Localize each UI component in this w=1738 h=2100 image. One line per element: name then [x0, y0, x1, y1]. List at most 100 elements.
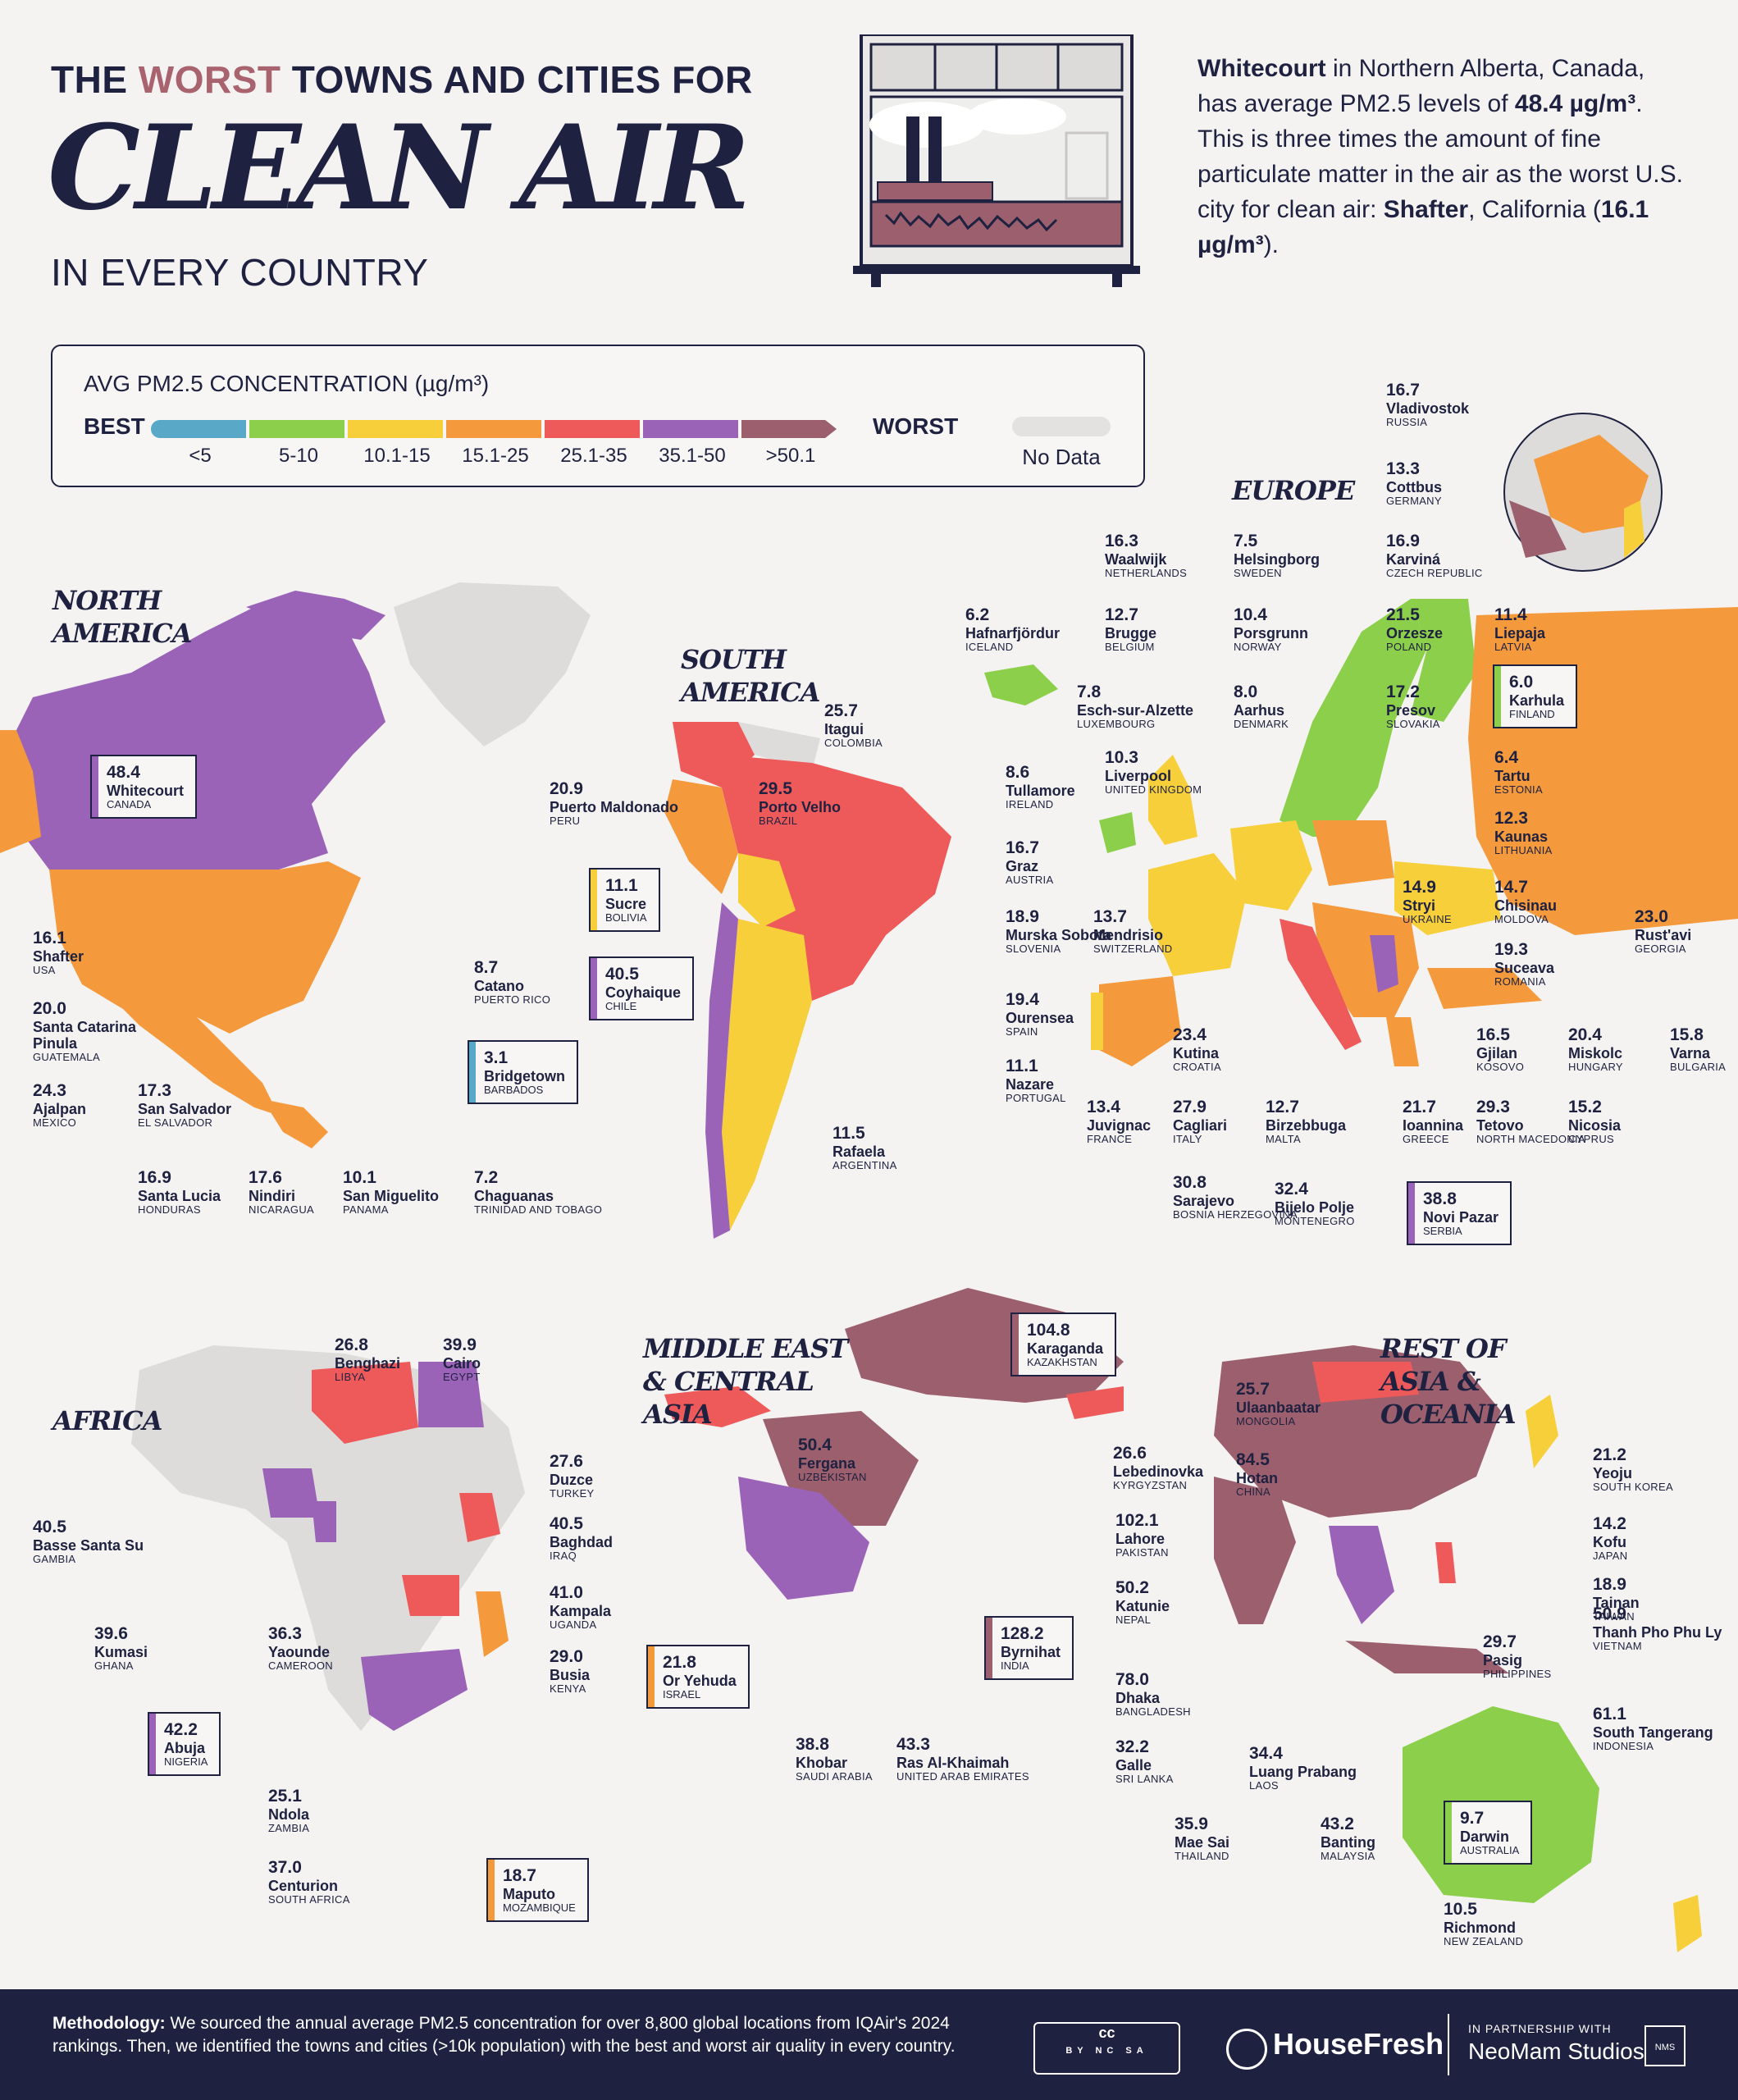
city-value: 8.6 — [1006, 763, 1030, 782]
city-name: Luang Prabang — [1249, 1763, 1357, 1780]
city-value: 25.7 — [824, 701, 858, 720]
city-label: 14.9 Stryi UKRAINE — [1403, 878, 1452, 925]
city-value: 8.7 — [474, 958, 499, 977]
city-value: 39.6 — [94, 1624, 128, 1643]
city-name: Busia — [550, 1666, 591, 1683]
city-name: Ndola — [268, 1806, 310, 1823]
city-name: Miskolc — [1568, 1044, 1623, 1061]
city-name: Tainan — [1593, 1594, 1640, 1611]
city-value: 104.8 — [1027, 1321, 1070, 1340]
city-country: CYPRUS — [1568, 1132, 1614, 1145]
city-name: Ioannina — [1403, 1116, 1464, 1134]
legend-label-1: 5-10 — [278, 445, 319, 467]
city-country: BULGARIA — [1670, 1060, 1727, 1073]
city-country: KYRGYZSTAN — [1113, 1478, 1188, 1491]
city-country: UNITED ARAB EMIRATES — [896, 1769, 1029, 1783]
city-label: 9.7 Darwin AUSTRALIA — [1444, 1801, 1533, 1865]
map-italy — [1280, 919, 1362, 1050]
city-country: JAPAN — [1593, 1549, 1628, 1562]
city-label: 25.7 Ulaanbaatar MONGOLIA — [1236, 1380, 1321, 1427]
city-name: Nazare — [1006, 1075, 1055, 1093]
city-value: 13.3 — [1386, 459, 1420, 478]
city-value: 16.1 — [33, 929, 66, 947]
city-label: 8.0 Aarhus DENMARK — [1234, 682, 1289, 730]
map-serbia — [1370, 935, 1398, 993]
city-label: 25.7 Itagui COLOMBIA — [824, 701, 883, 749]
city-country: ROMANIA — [1494, 975, 1546, 988]
city-value: 6.0 — [1509, 673, 1534, 692]
city-label: 48.4 Whitecourt CANADA — [90, 755, 197, 819]
city-name: Graz — [1006, 857, 1039, 874]
map-india — [1214, 1477, 1296, 1624]
legend-no-data: No Data — [1022, 445, 1101, 469]
city-value: 37.0 — [268, 1858, 302, 1877]
city-name: Kutina — [1173, 1044, 1219, 1061]
city-name: Basse Santa Su — [33, 1536, 144, 1554]
map-saudi — [738, 1477, 869, 1600]
city-value: 11.4 — [1494, 605, 1527, 624]
city-name: Thanh Pho Phu Ly — [1593, 1623, 1722, 1641]
map-new-zealand — [1673, 1895, 1702, 1952]
city-value: 12.7 — [1266, 1098, 1299, 1116]
city-country: UZBEKISTAN — [798, 1470, 867, 1483]
map-nigeria — [262, 1468, 320, 1518]
city-country: CANADA — [107, 797, 152, 810]
city-label: 23.4 Kutina CROATIA — [1173, 1025, 1221, 1073]
city-label: 12.7 Birzebbuga MALTA — [1266, 1098, 1346, 1145]
city-country: EGYPT — [443, 1370, 481, 1383]
city-country: TURKEY — [550, 1486, 595, 1500]
city-label: 15.8 Varna BULGARIA — [1670, 1025, 1726, 1073]
city-country: POLAND — [1386, 640, 1432, 653]
city-label: 43.2 Banting MALAYSIA — [1321, 1815, 1375, 1862]
city-name: Porsgrunn — [1234, 624, 1309, 641]
city-name: Abuja — [164, 1739, 206, 1756]
map-south-africa — [361, 1649, 468, 1731]
map-greenland — [394, 582, 591, 746]
city-value: 41.0 — [550, 1583, 583, 1602]
city-label: 27.9 Cagliari ITALY — [1173, 1098, 1227, 1145]
map-turkey — [664, 1386, 771, 1427]
city-value: 10.5 — [1444, 1900, 1477, 1919]
city-label: 16.9 Karviná CZECH REPUBLIC — [1386, 532, 1483, 579]
map-china — [1214, 1345, 1501, 1518]
city-label: 16.7 Graz AUSTRIA — [1006, 838, 1053, 886]
city-value: 12.7 — [1105, 605, 1138, 624]
city-country: HONDURAS — [138, 1203, 201, 1216]
city-label: 11.5 Rafaela ARGENTINA — [833, 1124, 897, 1171]
partner-label: IN PARTNERSHIP WITH — [1468, 2022, 1612, 2035]
city-value: 25.1 — [268, 1787, 302, 1806]
city-label: 50.2 Katunie NEPAL — [1115, 1578, 1170, 1626]
city-value: 11.5 — [833, 1124, 865, 1143]
city-value: 38.8 — [1423, 1189, 1457, 1208]
city-country: PERU — [550, 814, 581, 827]
city-label: 16.5 Gjilan KOSOVO — [1476, 1025, 1524, 1073]
city-color-bar — [92, 756, 98, 818]
city-value: 39.9 — [443, 1335, 477, 1354]
city-country: THAILAND — [1175, 1849, 1229, 1862]
city-name: Brugge — [1105, 624, 1156, 641]
city-label: 18.9 Murska Sobota SLOVENIA — [1006, 907, 1111, 955]
city-name: Esch-sur-Alzette — [1077, 701, 1194, 719]
city-label: 36.3 Yaounde CAMEROON — [268, 1624, 333, 1672]
city-value: 11.1 — [605, 876, 638, 895]
city-value: 34.4 — [1249, 1744, 1283, 1763]
city-value: 3.1 — [484, 1048, 509, 1067]
map-spain — [1099, 976, 1181, 1066]
city-name: Novi Pazar — [1423, 1208, 1499, 1226]
city-name: Hafnarfjördur — [965, 624, 1061, 641]
city-value: 29.5 — [759, 779, 792, 798]
city-value: 7.5 — [1234, 532, 1258, 550]
city-name: Kaunas — [1494, 828, 1549, 845]
region-middle-east: MIDDLE EAST & CENTRAL ASIA — [643, 1333, 848, 1430]
city-value: 26.8 — [335, 1335, 368, 1354]
city-name: Dhaka — [1115, 1689, 1161, 1706]
city-value: 18.7 — [503, 1866, 536, 1885]
city-label: 26.6 Lebedinovka KYRGYZSTAN — [1113, 1444, 1203, 1491]
city-country: MONGOLIA — [1236, 1414, 1296, 1427]
city-country: INDIA — [1001, 1659, 1029, 1672]
city-label: 32.2 Galle SRI LANKA — [1115, 1737, 1174, 1785]
city-label: 35.9 Mae Sai THAILAND — [1175, 1815, 1229, 1862]
legend-swatch-5 — [643, 420, 738, 438]
city-name: Stryi — [1403, 897, 1436, 914]
city-color-bar — [648, 1646, 655, 1708]
